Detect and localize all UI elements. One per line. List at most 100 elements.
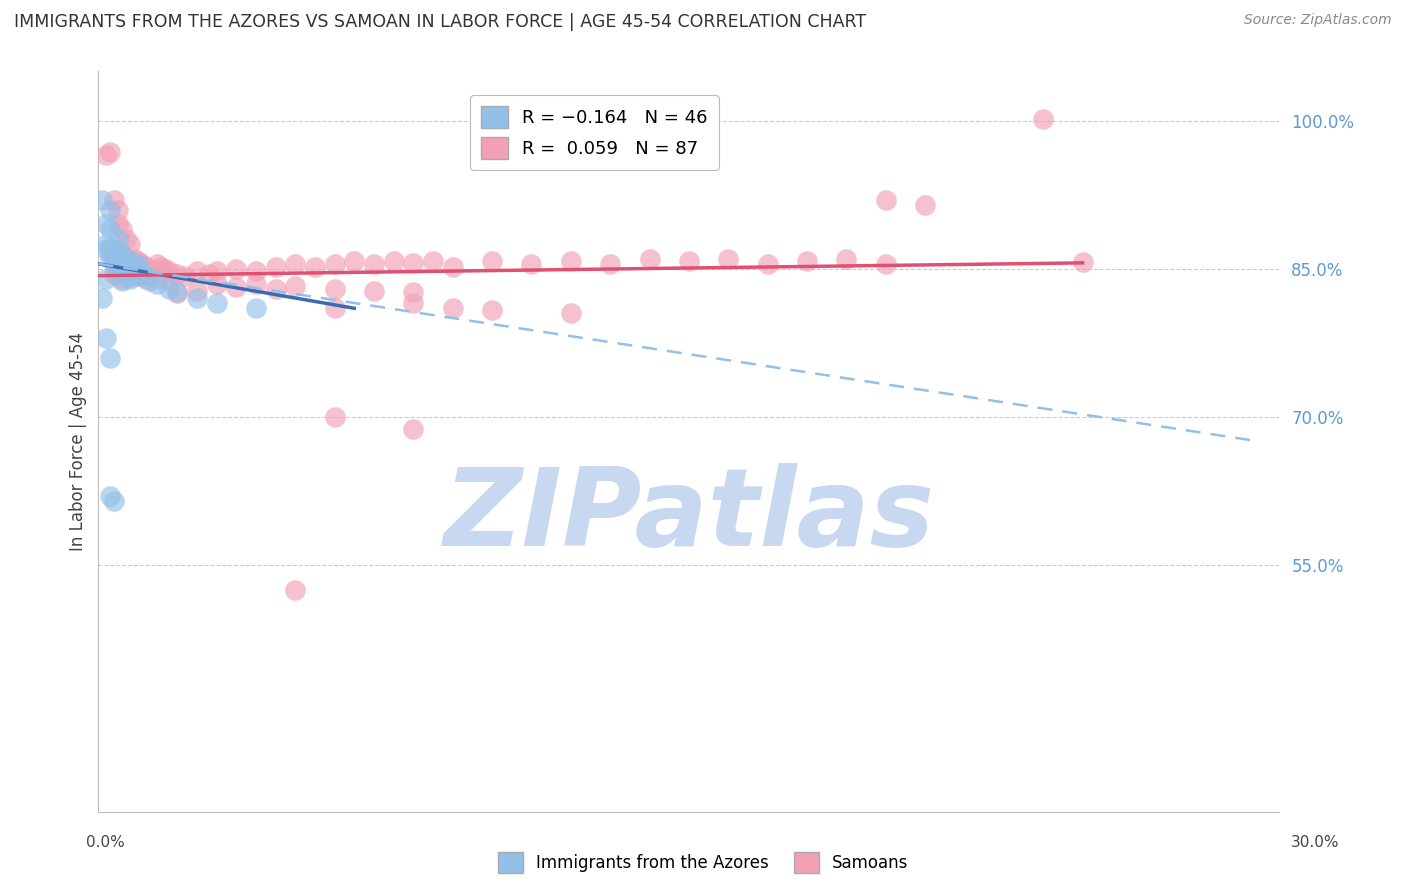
Point <box>96 331 118 345</box>
Point <box>186 292 208 306</box>
Point <box>107 253 129 268</box>
Point <box>111 271 134 285</box>
Point <box>363 284 385 298</box>
Point <box>135 260 157 274</box>
Point <box>520 257 543 271</box>
Point <box>157 281 180 295</box>
Point <box>146 257 169 271</box>
Point <box>1071 255 1094 269</box>
Point <box>98 242 121 256</box>
Text: 0.0%: 0.0% <box>86 836 125 850</box>
Point <box>323 257 346 271</box>
Y-axis label: In Labor Force | Age 45-54: In Labor Force | Age 45-54 <box>69 332 87 551</box>
Point <box>560 306 582 320</box>
Point <box>118 271 141 285</box>
Point <box>98 489 121 503</box>
Point <box>138 274 160 288</box>
Point <box>441 301 464 316</box>
Point <box>115 252 138 266</box>
Point <box>122 252 145 266</box>
Point <box>135 268 157 283</box>
Point <box>146 271 169 285</box>
Point <box>875 257 897 271</box>
Point <box>678 253 700 268</box>
Point <box>111 264 134 278</box>
Point <box>481 253 503 268</box>
Point <box>103 493 125 508</box>
Point <box>111 257 134 271</box>
Point <box>96 237 118 252</box>
Point <box>343 253 366 268</box>
Point <box>225 261 247 276</box>
Point <box>107 232 129 246</box>
Legend: R = −0.164   N = 46, R =  0.059   N = 87: R = −0.164 N = 46, R = 0.059 N = 87 <box>470 95 718 170</box>
Point <box>138 267 160 281</box>
Text: ZIPatlas: ZIPatlas <box>443 463 935 568</box>
Point <box>111 274 134 288</box>
Point <box>103 242 125 256</box>
Point <box>166 267 188 281</box>
Point <box>174 268 197 283</box>
Legend: Immigrants from the Azores, Samoans: Immigrants from the Azores, Samoans <box>491 846 915 880</box>
Point <box>166 285 188 300</box>
Point <box>107 242 129 256</box>
Point <box>96 242 118 256</box>
Point <box>186 264 208 278</box>
Point <box>103 267 125 281</box>
Point <box>402 285 425 300</box>
Point <box>205 277 228 291</box>
Point <box>638 252 661 266</box>
Point <box>115 267 138 281</box>
Point <box>127 267 149 281</box>
Point <box>115 260 138 274</box>
Point <box>402 422 425 436</box>
Point <box>264 260 287 274</box>
Point <box>155 261 177 276</box>
Point <box>756 257 779 271</box>
Point <box>127 253 149 268</box>
Point <box>111 222 134 236</box>
Point <box>560 253 582 268</box>
Point <box>122 264 145 278</box>
Point <box>131 265 153 279</box>
Point <box>96 271 118 285</box>
Point <box>323 301 346 316</box>
Point <box>599 257 621 271</box>
Point <box>103 193 125 207</box>
Point <box>135 271 157 285</box>
Point <box>402 296 425 310</box>
Point <box>96 218 118 232</box>
Point <box>118 269 141 284</box>
Point <box>146 277 169 291</box>
Point <box>363 257 385 271</box>
Point <box>875 193 897 207</box>
Point <box>107 253 129 268</box>
Point <box>91 193 114 207</box>
Point <box>122 267 145 281</box>
Point <box>103 257 125 271</box>
Point <box>118 264 141 278</box>
Point <box>118 237 141 252</box>
Point <box>284 257 307 271</box>
Point <box>107 261 129 276</box>
Point <box>304 260 326 274</box>
Point <box>98 222 121 236</box>
Point <box>131 268 153 283</box>
Point <box>107 268 129 283</box>
Point <box>264 281 287 295</box>
Point <box>103 250 125 264</box>
Point <box>98 351 121 365</box>
Point <box>115 267 138 281</box>
Point <box>197 267 219 281</box>
Point <box>91 292 114 306</box>
Point <box>142 264 165 278</box>
Point <box>98 247 121 261</box>
Point <box>157 274 180 288</box>
Point <box>245 264 267 278</box>
Point <box>717 252 740 266</box>
Text: IMMIGRANTS FROM THE AZORES VS SAMOAN IN LABOR FORCE | AGE 45-54 CORRELATION CHAR: IMMIGRANTS FROM THE AZORES VS SAMOAN IN … <box>14 13 866 31</box>
Point <box>835 252 858 266</box>
Point <box>205 264 228 278</box>
Point <box>98 252 121 266</box>
Point <box>115 232 138 246</box>
